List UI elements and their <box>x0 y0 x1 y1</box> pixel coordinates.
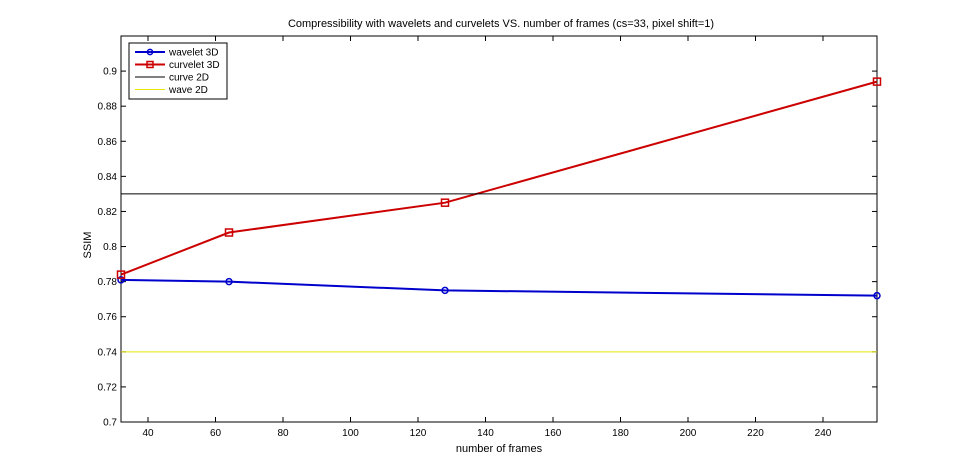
data-point-wavelet-3d <box>873 291 881 300</box>
data-point-curvelet-3d <box>440 198 450 207</box>
y-tick-label: 0.72 <box>98 382 118 393</box>
data-point-curvelet-3d <box>872 77 882 86</box>
y-tick-label: 0.74 <box>98 347 118 358</box>
x-tick-label: 200 <box>680 428 697 439</box>
x-axis-label: number of frames <box>456 443 543 455</box>
data-point-wavelet-3d <box>117 276 125 284</box>
y-tick-label: 0.78 <box>98 277 118 288</box>
data-point-curvelet-3d <box>116 270 126 279</box>
data-point-curvelet-3d <box>224 228 234 237</box>
y-tick-label: 0.82 <box>98 207 118 218</box>
legend-marker-wavelet-3d <box>146 48 154 56</box>
y-tick-label: 0.8 <box>103 242 117 253</box>
x-tick-label: 60 <box>210 428 222 439</box>
x-tick-label: 180 <box>612 428 629 439</box>
plot-area: 40 60 80 100 120 140 160 180 200 220 240 0.7 0.72 0.7… <box>98 35 882 439</box>
y-tick-label: 0.76 <box>98 312 118 323</box>
x-tick-label: 100 <box>342 428 359 439</box>
x-tick-label: 140 <box>477 428 494 439</box>
legend-label-wavelet-3d: wavelet 3D <box>168 48 218 59</box>
legend-label-wave-2d: wave 2D <box>168 85 208 96</box>
x-tick-label: 220 <box>747 428 764 439</box>
y-tick-label: 0.88 <box>98 102 118 113</box>
series-line-wavelet-3d <box>120 278 878 297</box>
x-tick-label: 120 <box>410 428 427 439</box>
x-tick-label: 160 <box>545 428 562 439</box>
legend-label-curvelet-3d: curvelet 3D <box>169 60 220 71</box>
x-tick-label: 40 <box>142 428 154 439</box>
x-tick-label: 80 <box>277 428 289 439</box>
data-point-wavelet-3d <box>225 277 233 286</box>
legend-marker-curvelet-3d <box>146 60 154 69</box>
y-tick-label: 0.84 <box>98 172 118 183</box>
axes-box <box>120 35 878 423</box>
series-line-curvelet-3d <box>120 80 878 276</box>
chart-title: Compressibility with wavelets and curvel… <box>288 18 714 30</box>
legend-label-curve-2d: curve 2D <box>169 73 209 84</box>
x-tick-label: 240 <box>815 428 832 439</box>
data-point-wavelet-3d <box>441 286 449 295</box>
y-tick-label: 0.9 <box>103 67 117 78</box>
y-tick-label: 0.86 <box>98 137 118 148</box>
y-axis-label: SSIM <box>82 232 94 259</box>
y-tick-label: 0.7 <box>103 418 117 429</box>
